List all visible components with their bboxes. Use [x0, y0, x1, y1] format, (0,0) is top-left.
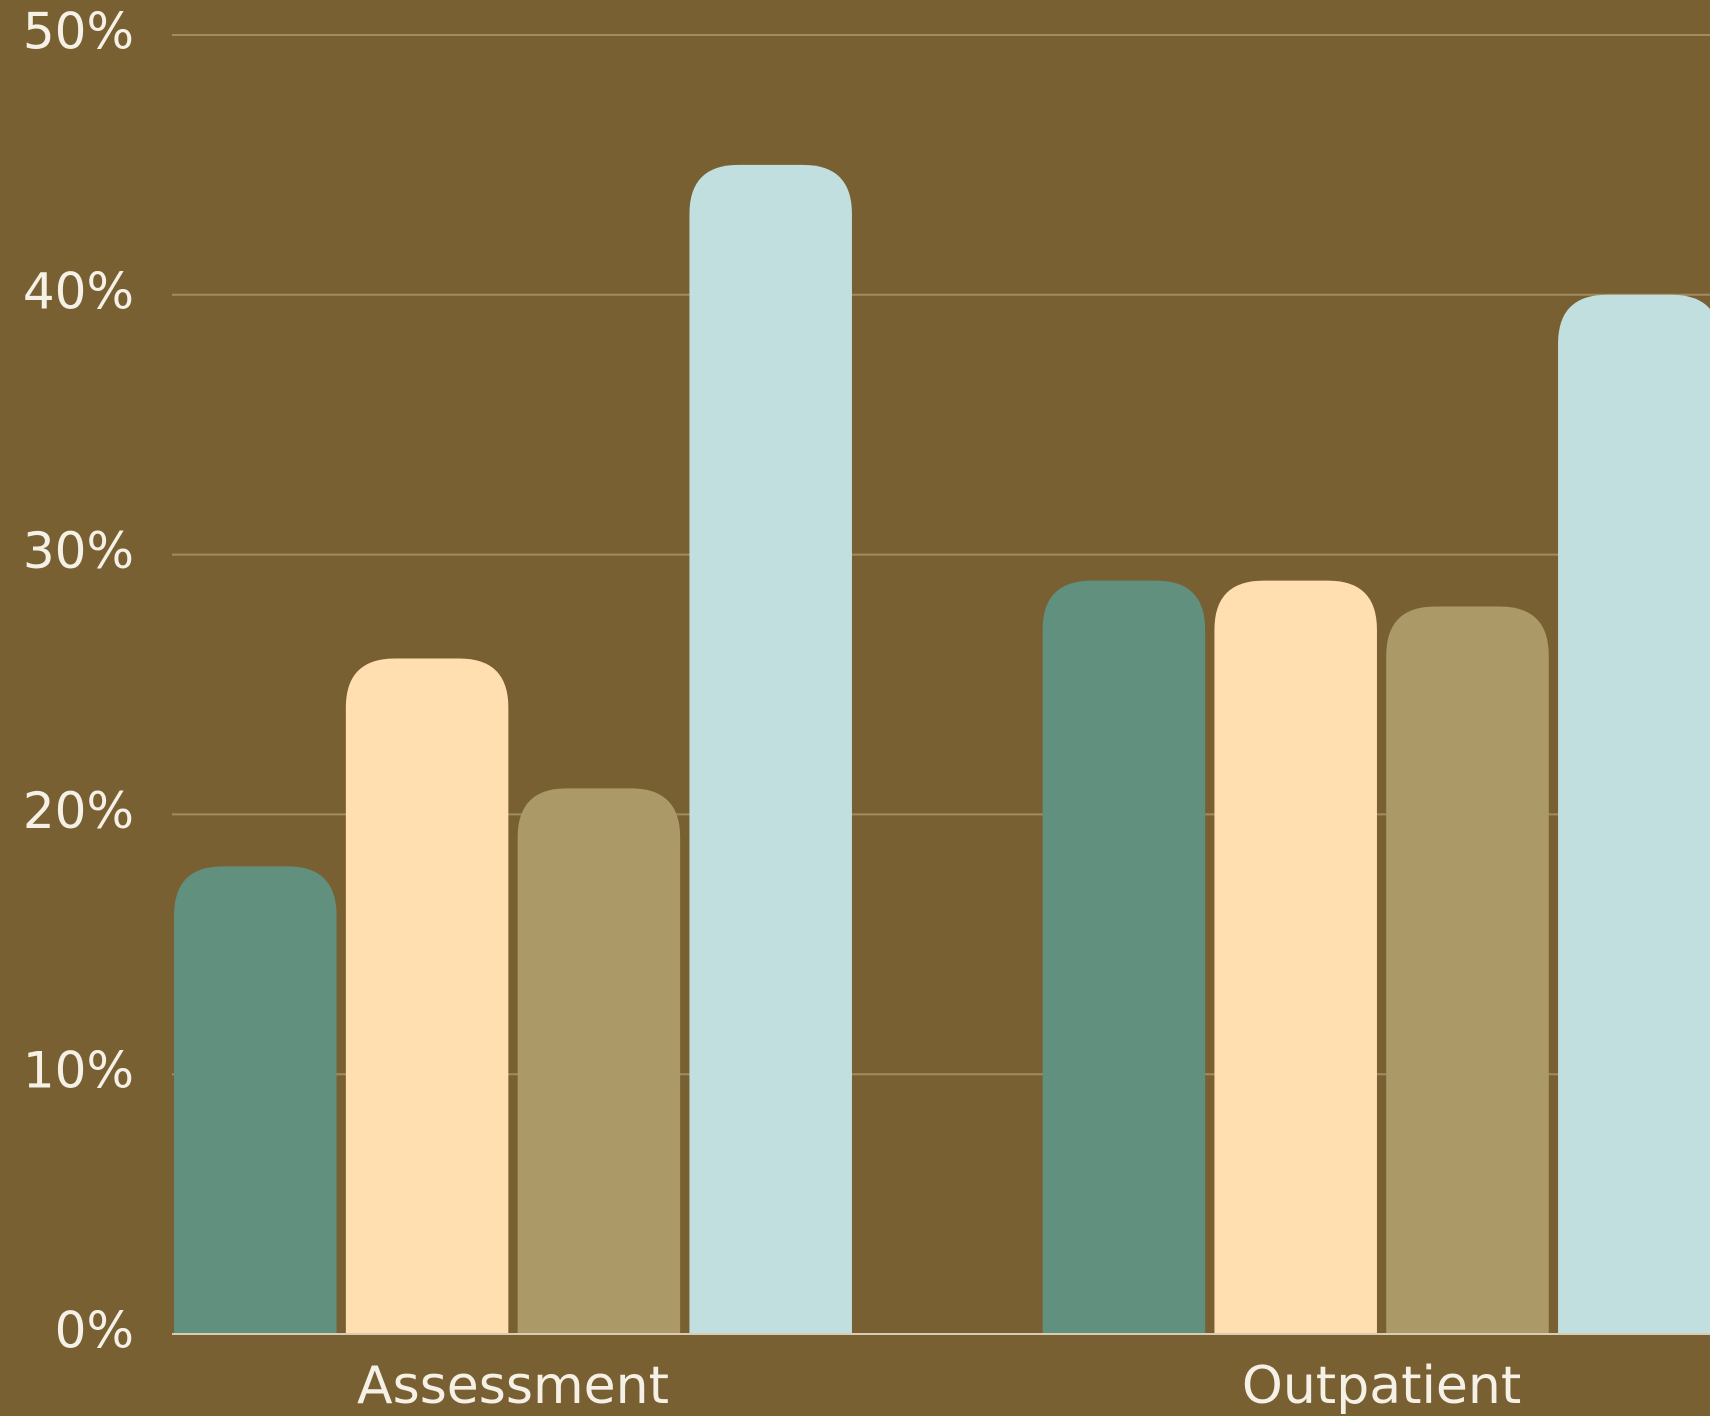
y-tick-label: 0%	[55, 1302, 134, 1360]
bar	[1042, 580, 1206, 1334]
y-tick-label: 20%	[23, 782, 134, 840]
bar	[345, 658, 509, 1334]
bar	[517, 788, 681, 1334]
y-tick-label: 40%	[23, 262, 134, 320]
bar	[689, 164, 852, 1334]
bar	[174, 866, 337, 1334]
y-tick-label: 50%	[23, 3, 134, 61]
bar	[1214, 580, 1377, 1334]
bar	[1558, 294, 1710, 1334]
y-tick-label: 10%	[23, 1042, 134, 1100]
y-tick-label: 30%	[23, 522, 134, 580]
bar	[1386, 606, 1549, 1334]
x-tick-label: Assessment	[357, 1356, 669, 1416]
x-tick-label: Outpatient	[1242, 1356, 1521, 1416]
